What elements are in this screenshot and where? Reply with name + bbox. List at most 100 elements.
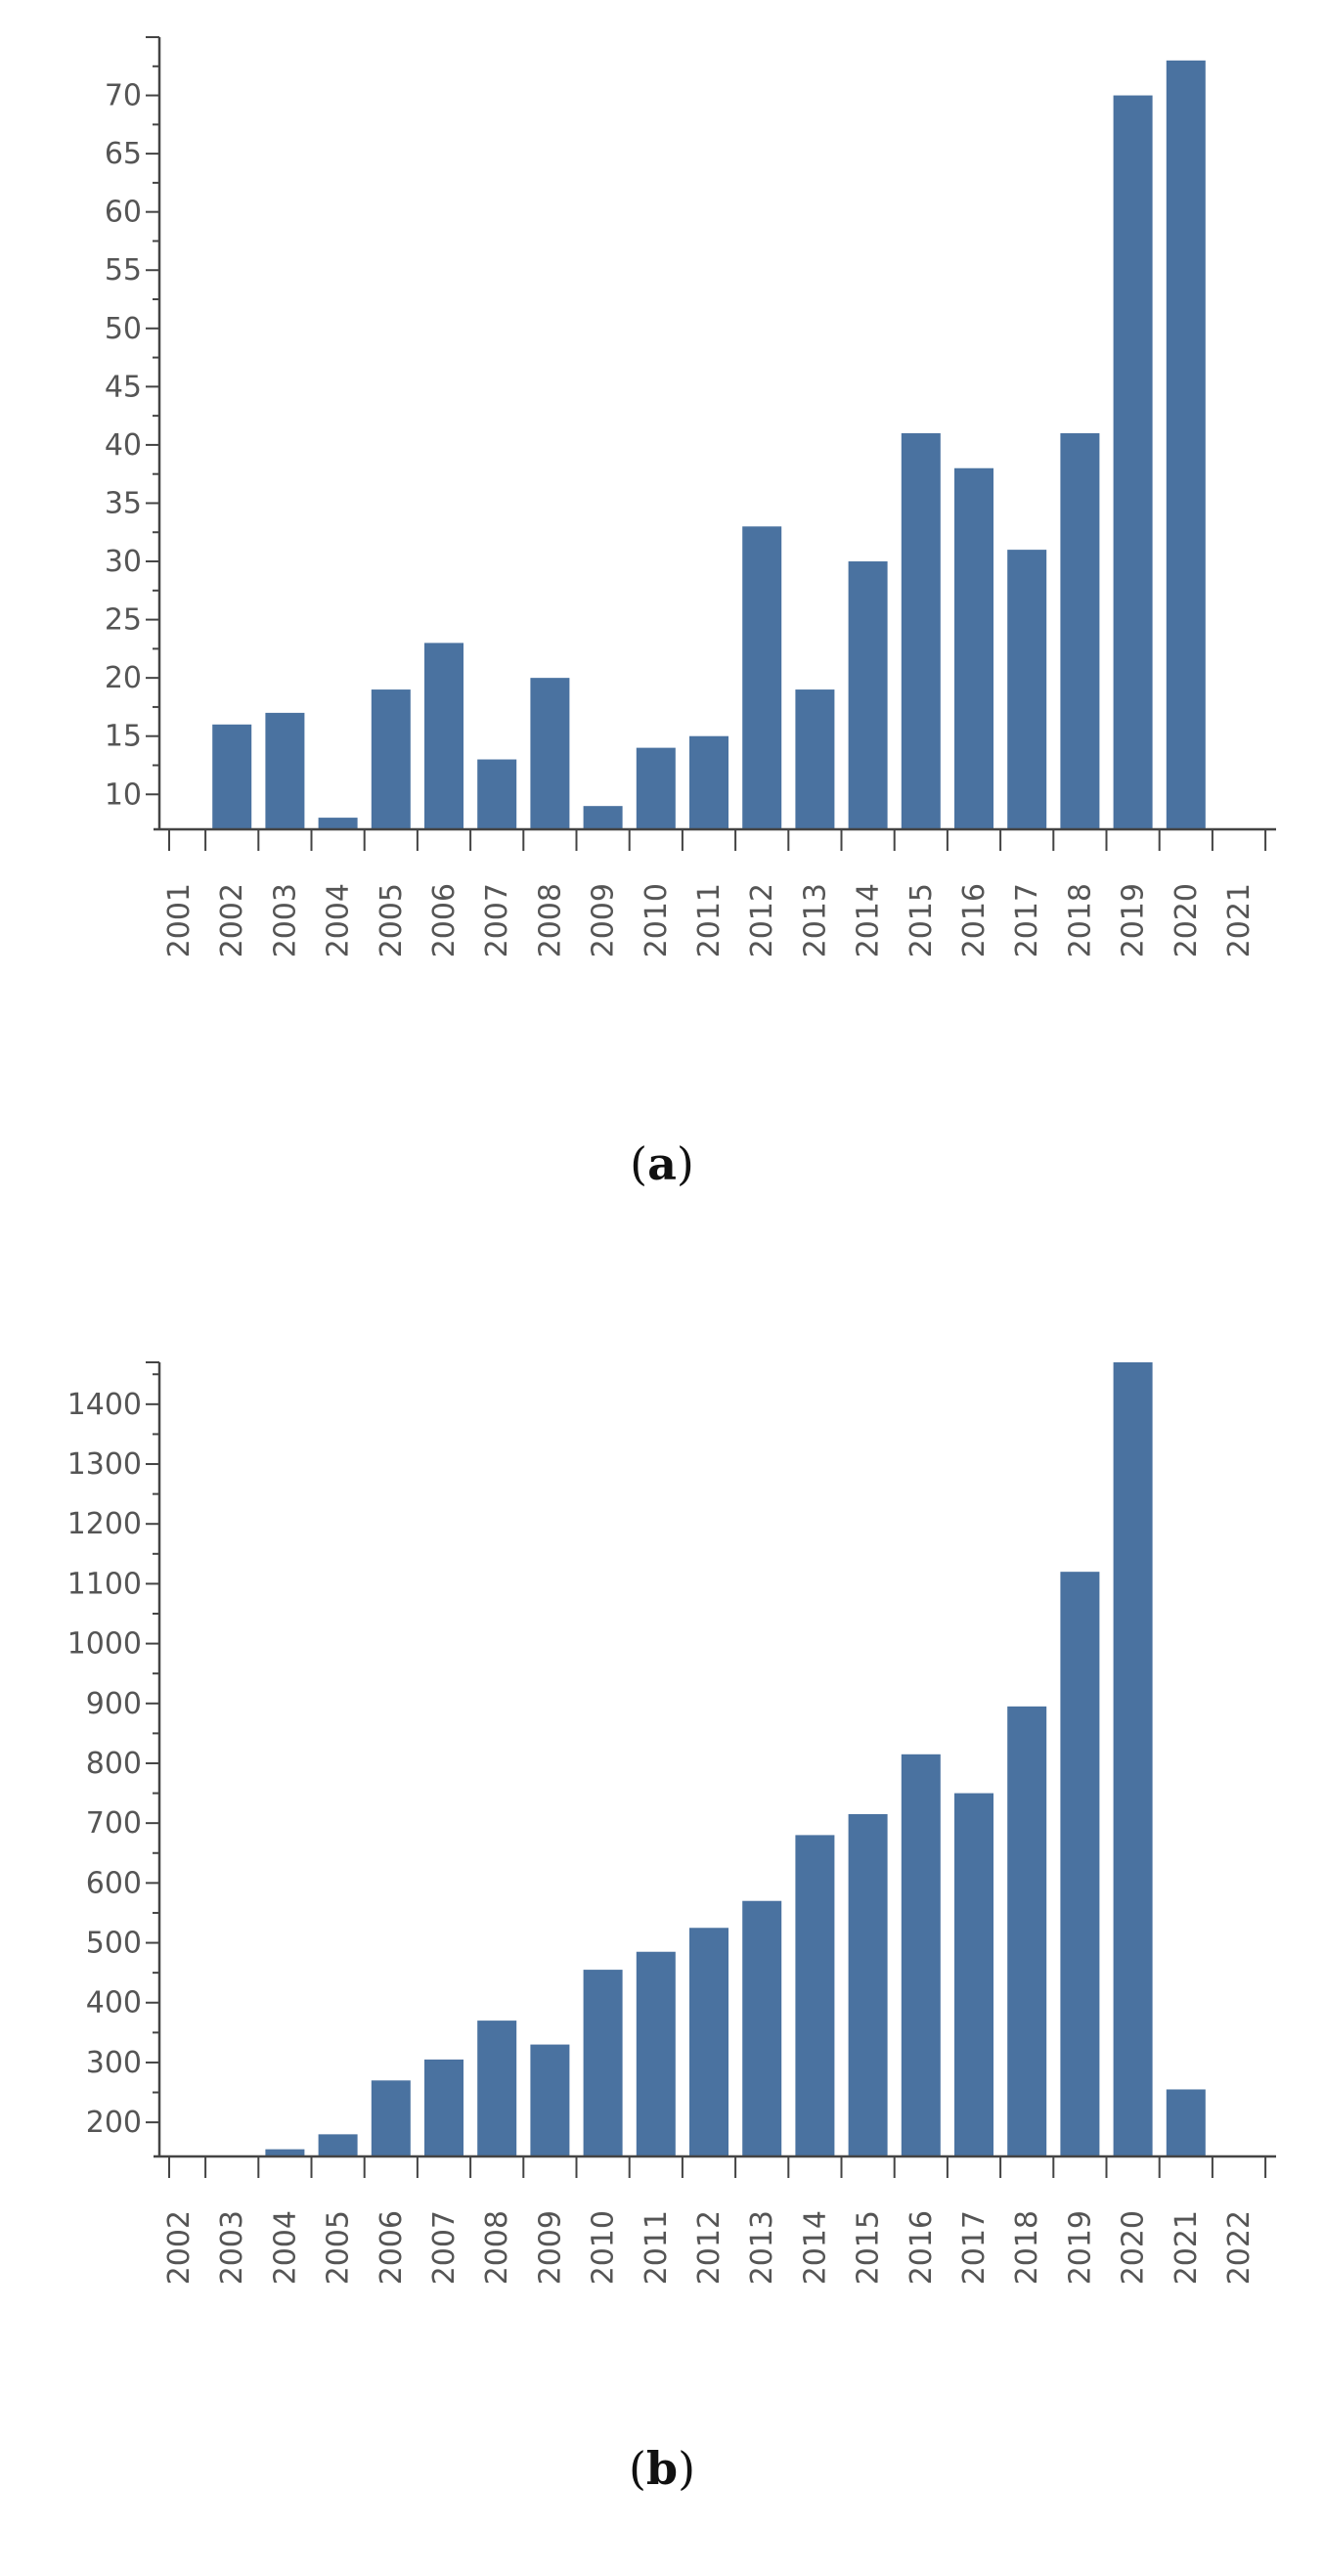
y-tick-label: 25 [105,603,142,638]
panel-a-label: a [647,1137,677,1190]
x-tick-label: 2002 [215,883,249,957]
bar-2020 [1166,60,1206,829]
x-tick-label: 2015 [852,2210,886,2285]
x-tick-label: 2018 [1010,2210,1044,2285]
bar-2019 [1113,95,1153,829]
x-tick-label: 2004 [322,883,356,957]
x-tick-label: 2014 [852,883,886,957]
bar-2007 [477,759,517,829]
x-tick-label: 2021 [1170,2210,1204,2285]
y-tick-label: 55 [105,253,142,288]
x-tick-label: 2016 [905,2210,939,2285]
bar-2011 [636,1951,676,2156]
x-tick-label: 2017 [957,2210,992,2285]
y-tick-label: 20 [105,661,142,695]
bar-2015 [848,1813,888,2156]
y-tick-label: 45 [105,370,142,404]
y-tick-label: 15 [105,720,142,754]
x-tick-label: 2012 [692,2210,727,2285]
bar-chart-a: 10 15 20 25 30 35 40 45 50 55 60 65 70 2001 2002 2003 20… [105,36,1276,957]
bar-2017 [954,1793,993,2156]
bar-2006 [371,2080,411,2156]
x-tick-label: 2018 [1063,883,1097,957]
y-tick-label: 50 [105,312,142,346]
bar-2021 [1166,2089,1206,2156]
bar-2016 [901,1754,941,2156]
x-tick-label: 2019 [1063,2210,1097,2285]
bar-2013 [742,1900,782,2156]
bar-2009 [583,806,623,829]
x-tick-label: 2001 [162,883,197,957]
y-tick-label: 70 [105,79,142,113]
bar-2004 [265,2149,305,2156]
x-tick-label: 2021 [1222,883,1257,957]
y-tick-label: 700 [86,1806,142,1841]
bar-2020 [1113,1362,1153,2156]
bar-chart-b: 200 300 400 500 600 700 800 900 1000 1100 1200 1300… [67,1361,1276,2285]
y-tick-label: 30 [105,545,142,579]
y-tick-label: 400 [86,1986,142,2021]
bar-2014 [795,1835,835,2156]
x-tick-label: 2009 [587,883,621,957]
bar-2011 [689,735,728,829]
bar-2018 [1060,433,1100,829]
x-tick-label: 2010 [640,883,674,957]
x-tick-label: 2008 [533,883,567,957]
bar-2018 [1007,1706,1047,2156]
bar-2005 [318,2134,358,2156]
x-tick-label: 2017 [1010,883,1044,957]
bar-2007 [424,2059,463,2156]
y-tick-label: 200 [86,2106,142,2140]
x-tick-label: 2010 [587,2210,621,2285]
y-tick-label: 40 [105,428,142,463]
bar-2003 [265,712,305,829]
y-tick-label: 35 [105,486,142,520]
bar-2010 [636,747,676,829]
x-tick-label: 2016 [957,883,992,957]
x-tick-label: 2012 [745,883,779,957]
bar-2013 [795,689,835,829]
y-tick-label: 65 [105,137,142,171]
x-tick-label: 2020 [1170,883,1204,957]
bar-2008 [477,2021,517,2156]
bar-2012 [689,1928,728,2156]
bar-2006 [424,643,463,829]
x-tick-label: 2011 [692,883,727,957]
bar-2009 [530,2044,570,2156]
y-tick-label: 1300 [67,1447,142,1482]
y-tick-label: 300 [86,2046,142,2080]
bar-2014 [848,561,888,829]
x-tick-label: 2005 [375,883,409,957]
y-tick-label: 1100 [67,1567,142,1601]
x-tick-label: 2011 [640,2210,674,2285]
bar-2019 [1060,1572,1100,2156]
x-tick-label: 2009 [533,2210,567,2285]
x-tick-label: 2020 [1117,2210,1151,2285]
x-tick-label: 2003 [215,2210,249,2285]
x-tick-label: 2006 [427,883,462,957]
y-tick-label: 1400 [67,1388,142,1422]
x-tick-label: 2022 [1222,2210,1257,2285]
x-tick-label: 2008 [480,2210,514,2285]
x-tick-label: 2004 [268,2210,302,2285]
x-tick-label: 2006 [375,2210,409,2285]
bar-2004 [318,818,358,829]
x-tick-label: 2005 [322,2210,356,2285]
panel-a-caption: (a) [630,1137,694,1190]
bar-2016 [954,467,993,829]
bar-2005 [371,689,411,829]
panel-b-label: b [645,2442,679,2495]
x-tick-label: 2014 [798,2210,832,2285]
y-tick-label: 900 [86,1687,142,1721]
panel-b: 200 300 400 500 600 700 800 900 1000 1100 1200 1300… [0,1271,1324,2576]
y-tick-label: 1200 [67,1507,142,1541]
x-tick-label: 2007 [427,2210,462,2285]
y-tick-label: 10 [105,777,142,812]
y-tick-label: 500 [86,1927,142,1961]
y-tick-label: 60 [105,196,142,230]
y-tick-label: 1000 [67,1627,142,1662]
x-tick-label: 2002 [162,2210,197,2285]
x-tick-label: 2015 [905,883,939,957]
x-tick-label: 2013 [798,883,832,957]
y-tick-label: 600 [86,1866,142,1900]
